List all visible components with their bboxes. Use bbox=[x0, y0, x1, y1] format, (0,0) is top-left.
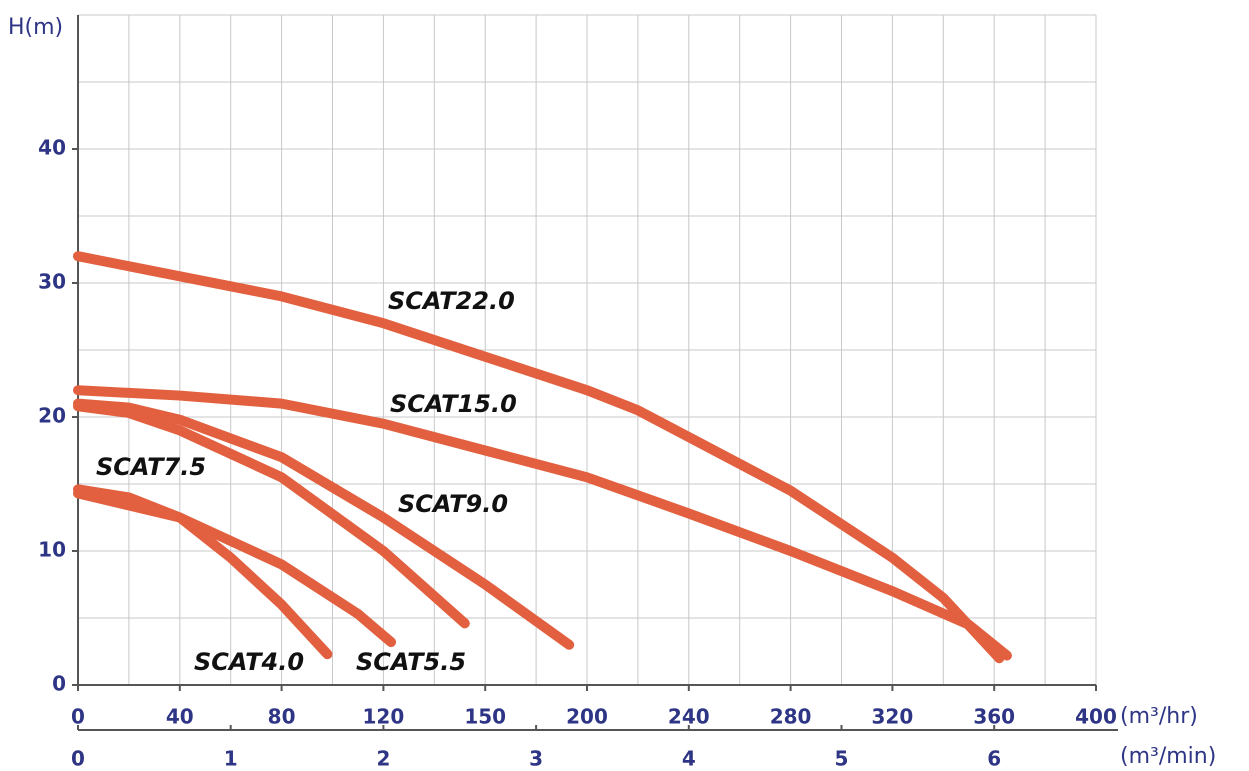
y-tick-label: 30 bbox=[38, 270, 66, 294]
x-axis-label: (m³/hr) bbox=[1120, 704, 1198, 729]
curve-label: SCAT7.5 bbox=[96, 453, 206, 481]
curve-label: SCAT22.0 bbox=[388, 287, 515, 315]
x2-tick-label: 0 bbox=[71, 747, 85, 771]
y-axis-label: H(m) bbox=[8, 15, 63, 40]
x-tick-label: 200 bbox=[566, 705, 608, 729]
x2-tick-label: 3 bbox=[529, 747, 543, 771]
y-tick-label: 40 bbox=[38, 136, 66, 160]
curve bbox=[73, 385, 1012, 661]
x-tick-label: 240 bbox=[668, 705, 710, 729]
curve-label: SCAT9.0 bbox=[398, 490, 508, 518]
x2-tick-label: 2 bbox=[376, 747, 390, 771]
x2-tick-label: 1 bbox=[224, 747, 238, 771]
x-tick-label: 120 bbox=[363, 705, 405, 729]
curve bbox=[73, 251, 1005, 664]
x2-tick-label: 6 bbox=[987, 747, 1001, 771]
y-tick-label: 20 bbox=[38, 404, 66, 428]
x-tick-label: 0 bbox=[71, 705, 85, 729]
x-tick-label: 400 bbox=[1075, 705, 1117, 729]
x-tick-label: 40 bbox=[166, 705, 194, 729]
x2-tick-label: 4 bbox=[682, 747, 696, 771]
x2-tick-label: 5 bbox=[835, 747, 849, 771]
curve-label: SCAT5.5 bbox=[356, 648, 466, 676]
curve-label: SCAT15.0 bbox=[390, 390, 517, 418]
y-tick-label: 0 bbox=[52, 672, 66, 696]
curve-label: SCAT4.0 bbox=[194, 648, 304, 676]
curve bbox=[73, 484, 333, 660]
x-tick-label: 150 bbox=[464, 705, 506, 729]
curve bbox=[73, 401, 470, 629]
y-tick-label: 10 bbox=[38, 538, 66, 562]
x-tick-label: 80 bbox=[268, 705, 296, 729]
x-tick-label: 280 bbox=[770, 705, 812, 729]
x2-axis-label: (m³/min) bbox=[1120, 744, 1216, 769]
x-tick-label: 320 bbox=[872, 705, 914, 729]
x-tick-label: 360 bbox=[973, 705, 1015, 729]
curve bbox=[73, 398, 575, 650]
